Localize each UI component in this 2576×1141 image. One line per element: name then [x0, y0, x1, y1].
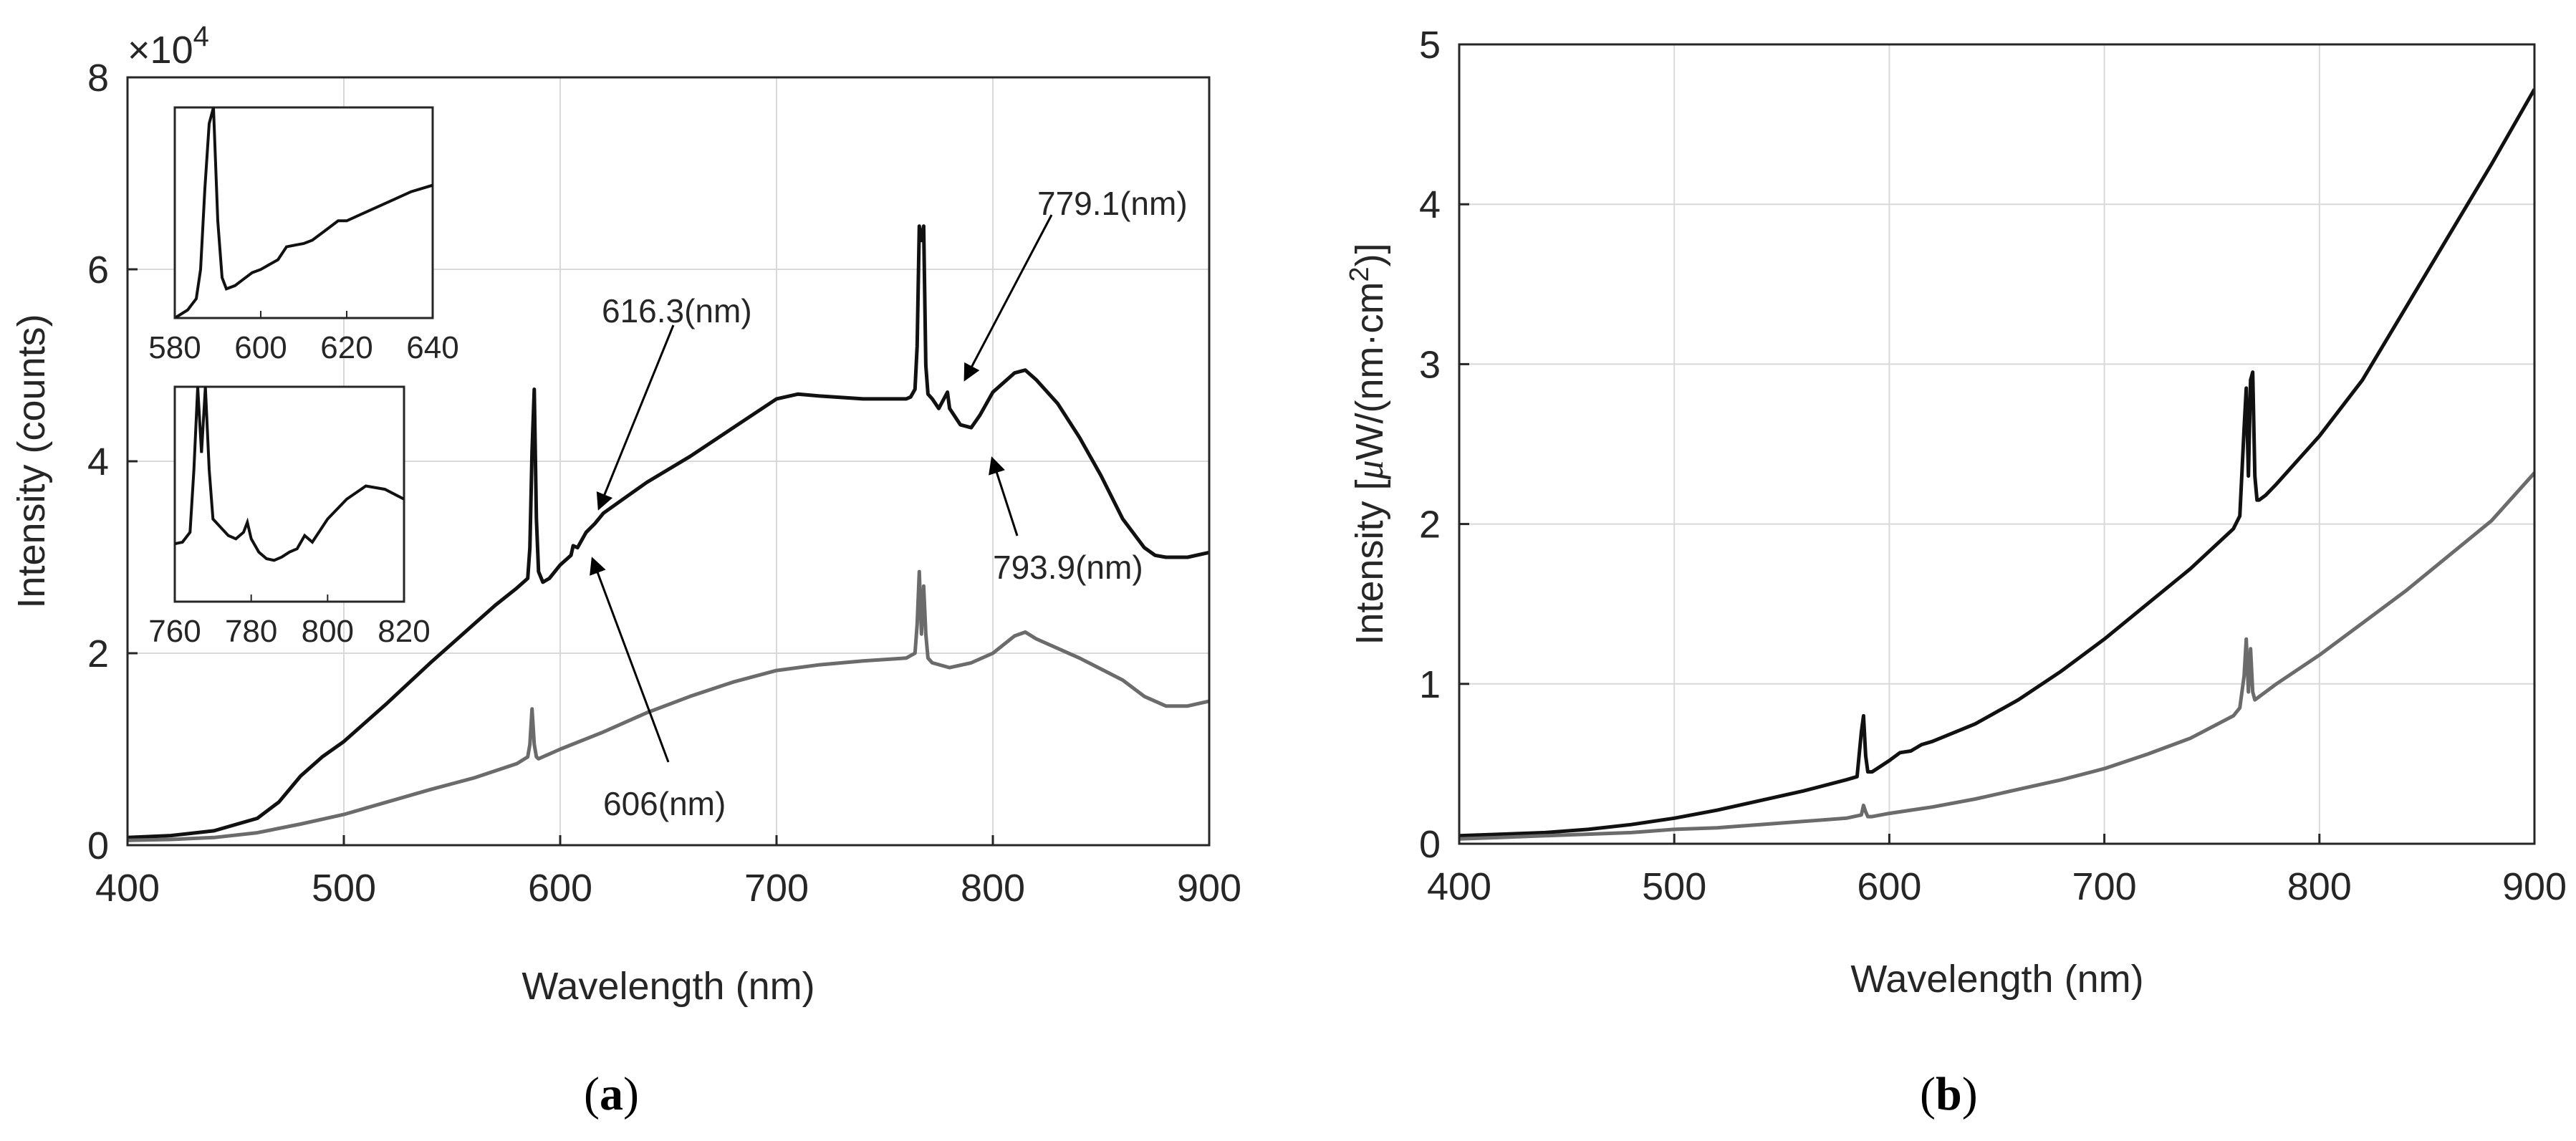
panel-b-frame: [1458, 43, 2536, 845]
annotation-arrow-779: [963, 214, 1053, 382]
panel-a-exponent: ×104: [128, 21, 209, 72]
y-tick-label: 3: [1419, 343, 1441, 386]
y-tick-label: 0: [87, 824, 109, 867]
panel-b-y-ticks: 0 1 2 3 4 5: [1419, 24, 1469, 866]
y-tick-label: 4: [87, 440, 109, 483]
x-tick-label: 700: [2072, 865, 2137, 908]
x-tick-label: 500: [1642, 865, 1706, 908]
x-tick-label: 800: [2287, 865, 2352, 908]
series-line-gray: [1459, 471, 2534, 841]
inset-x-tick-label: 640: [406, 330, 458, 365]
y-label-part-2: W/(nm·cm: [1348, 281, 1391, 460]
annotation-arrow-606: [590, 557, 670, 763]
y-tick-label: 6: [87, 249, 109, 292]
x-tick-label: 900: [2502, 865, 2567, 908]
annotation-794: 793.9(nm): [993, 549, 1143, 586]
exponent-base: ×10: [128, 29, 193, 72]
inset-2-x-ticks: 760 780 800 820: [148, 594, 431, 649]
inset-x-tick-label: 620: [320, 330, 373, 365]
panel-b-x-axis-label: Wavelength (nm): [1850, 958, 2143, 1001]
panel-a-letter: a: [599, 1068, 623, 1120]
panel-a-y-axis-label: Intensity (counts): [10, 314, 53, 608]
x-tick-label: 600: [1857, 865, 1921, 908]
y-tick-label: 8: [87, 57, 109, 100]
panel-a-inset-1: 580 600 620 640: [148, 106, 459, 365]
x-tick-label: 500: [312, 867, 376, 910]
inset-1-x-ticks: 580 600 620 640: [148, 311, 459, 365]
y-tick-label: 2: [87, 632, 109, 675]
panel-a-y-ticks: 0 2 4 6 8: [87, 57, 138, 867]
inset-x-tick-label: 580: [148, 330, 201, 365]
panel-b-x-ticks: 400 500 600 700 800 900: [1427, 834, 2567, 908]
series-line-dark: [128, 224, 1209, 839]
inset-x-tick-label: 820: [378, 614, 430, 649]
panel-b-grid: [1458, 44, 2535, 844]
x-tick-label: 800: [961, 867, 1025, 910]
panel-b-series: [1459, 88, 2534, 841]
inset-x-tick-label: 600: [234, 330, 287, 365]
inset-1-series: [175, 107, 433, 318]
panel-a-caption: (a): [584, 1068, 639, 1120]
panel-a-x-ticks: 400 500 600 700 800 900: [95, 835, 1241, 910]
annotation-779: 779.1(nm): [1037, 185, 1188, 222]
x-tick-label: 400: [95, 867, 160, 910]
inset-x-tick-label: 800: [302, 614, 354, 649]
panel-a-annotations: 616.3(nm) 779.1(nm) 793.9(nm) 606(nm): [590, 185, 1188, 822]
y-label-part-3: )]: [1348, 243, 1391, 266]
exponent-power: 4: [193, 21, 209, 52]
panel-b-caption: (b): [1920, 1068, 1978, 1120]
y-label-part-1: Intensity [: [1348, 480, 1391, 645]
y-tick-label: 1: [1419, 663, 1441, 706]
panel-a-x-axis-label: Wavelength (nm): [522, 965, 814, 1008]
inset-x-tick-label: 780: [225, 614, 277, 649]
x-tick-label: 700: [744, 867, 809, 910]
inset-series-line: [175, 387, 404, 562]
panel-b: 400 500 600 700 800 900 0 1 2 3 4 5 Wavelength (nm…: [1345, 24, 2567, 1001]
annotation-616: 616.3(nm): [602, 292, 752, 329]
panel-b-letter: b: [1935, 1068, 1962, 1120]
panel-b-y-axis-label: Intensity [μW/(nm·cm2)]: [1345, 243, 1391, 645]
annotation-606: 606(nm): [603, 785, 726, 822]
y-label-mu: μ: [1348, 460, 1391, 480]
y-tick-label: 4: [1419, 183, 1441, 226]
inset-x-tick-label: 760: [148, 614, 201, 649]
y-label-superscript: 2: [1345, 266, 1375, 281]
panel-a-series: [128, 224, 1209, 842]
series-line-dark: [1459, 88, 2534, 838]
annotation-arrow-794: [989, 456, 1019, 536]
panel-a-inset-2: 760 780 800 820: [148, 385, 431, 649]
inset-series-line: [175, 107, 433, 318]
annotation-arrow-616: [596, 324, 675, 511]
x-tick-label: 400: [1427, 865, 1491, 908]
x-tick-label: 600: [528, 867, 592, 910]
y-tick-label: 0: [1419, 823, 1441, 866]
panel-a: 400 500 600 700 800 900 0 2 4 6 8 Wavelength (nm)…: [10, 21, 1241, 1008]
y-tick-label: 2: [1419, 504, 1441, 547]
inset-2-frame: [173, 385, 405, 603]
series-line-gray: [128, 569, 1209, 842]
x-tick-label: 900: [1177, 867, 1241, 910]
inset-2-series: [175, 387, 404, 562]
y-tick-label: 5: [1419, 24, 1441, 67]
